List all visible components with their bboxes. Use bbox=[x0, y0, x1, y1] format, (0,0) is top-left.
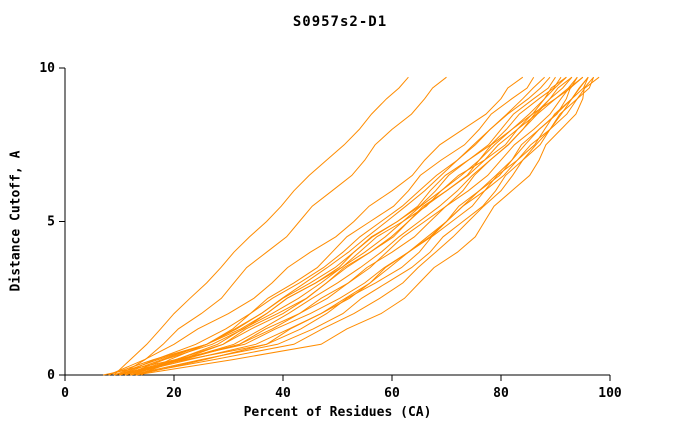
chart-title: S0957s2-D1 bbox=[292, 14, 388, 30]
series-line bbox=[130, 76, 578, 376]
x-tick-label: 60 bbox=[384, 386, 400, 401]
series-line bbox=[113, 76, 562, 376]
series-line bbox=[108, 76, 524, 376]
series-line bbox=[103, 76, 600, 376]
x-tick-label: 0 bbox=[61, 386, 69, 401]
series-line bbox=[113, 77, 589, 376]
series-line bbox=[108, 76, 578, 376]
series-line bbox=[119, 76, 584, 376]
x-tick-label: 80 bbox=[493, 386, 509, 401]
series-line bbox=[124, 76, 556, 376]
series-line bbox=[141, 76, 535, 376]
x-tick-label: 40 bbox=[275, 386, 291, 401]
x-tick-label: 100 bbox=[598, 386, 622, 401]
series-line bbox=[135, 76, 594, 376]
axes bbox=[64, 68, 610, 376]
series-line bbox=[124, 76, 589, 376]
series-line bbox=[124, 76, 573, 376]
y-tick-label: 5 bbox=[47, 215, 55, 230]
series-line bbox=[130, 76, 589, 376]
series-line bbox=[130, 77, 595, 376]
y-tick-label: 0 bbox=[47, 368, 55, 383]
series-line bbox=[135, 76, 584, 376]
series-line bbox=[113, 76, 409, 376]
x-tick-label: 20 bbox=[166, 386, 182, 401]
x-axis-label: Percent of Residues (CA) bbox=[243, 405, 432, 420]
series-line bbox=[119, 76, 447, 376]
y-tick-label: 10 bbox=[39, 61, 55, 76]
series-line bbox=[119, 76, 551, 376]
series-line bbox=[135, 76, 573, 376]
series-line bbox=[119, 76, 545, 376]
